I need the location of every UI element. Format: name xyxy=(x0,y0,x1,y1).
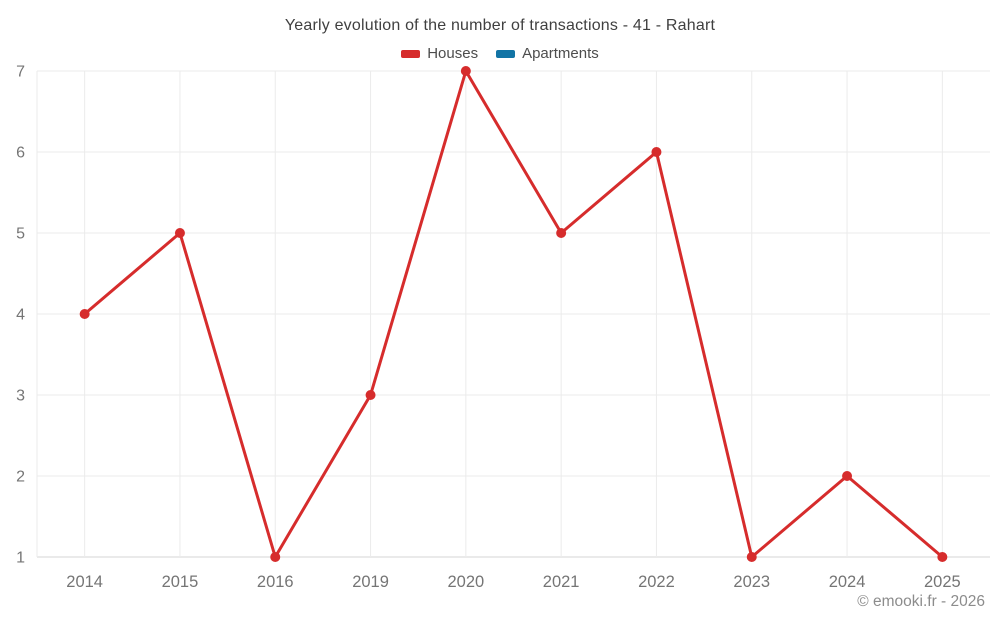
x-tick-label: 2025 xyxy=(924,573,961,591)
y-tick-label: 7 xyxy=(16,64,25,81)
x-tick-label: 2014 xyxy=(66,573,103,591)
x-tick-label: 2015 xyxy=(162,573,199,591)
chart-title: Yearly evolution of the number of transa… xyxy=(284,17,716,34)
x-tick-label: 2024 xyxy=(829,573,866,591)
legend-label-houses: Houses xyxy=(427,45,479,62)
houses-point-2014[interactable] xyxy=(79,309,90,319)
chart-legend: Houses Apartments xyxy=(0,45,1000,62)
houses-point-2023[interactable] xyxy=(746,552,757,562)
houses-point-2020[interactable] xyxy=(460,66,471,76)
x-tick-label: 2023 xyxy=(733,573,770,591)
legend-swatch-houses xyxy=(401,49,421,58)
y-tick-label: 1 xyxy=(16,550,25,567)
x-tick-label: 2021 xyxy=(543,573,580,591)
legend-label-apartments: Apartments xyxy=(522,45,599,62)
houses-point-2019[interactable] xyxy=(365,390,376,400)
y-tick-label: 4 xyxy=(16,307,25,324)
houses-point-2022[interactable] xyxy=(651,147,662,157)
x-tick-label: 2020 xyxy=(447,573,484,591)
legend-swatch-apartments xyxy=(496,49,516,58)
y-tick-label: 5 xyxy=(16,226,25,243)
houses-point-2024[interactable] xyxy=(842,471,853,481)
attribution-link[interactable]: © emooki.fr - 2026 xyxy=(857,593,985,610)
legend-item-houses[interactable]: Houses xyxy=(401,45,478,62)
houses-line xyxy=(83,69,944,559)
houses-point-2016[interactable] xyxy=(270,552,281,562)
houses-point-2025[interactable] xyxy=(937,552,948,562)
y-tick-label: 2 xyxy=(16,469,25,486)
x-tick-label: 2016 xyxy=(257,573,294,591)
x-tick-label: 2019 xyxy=(352,573,389,591)
y-tick-label: 6 xyxy=(16,145,25,162)
houses-point-2021[interactable] xyxy=(556,228,567,238)
chart-svg[interactable]: 1 2 3 4 5 6 7 2014 2015 2016 2019 2020 2021 2022 2023 2… xyxy=(0,60,1000,605)
y-tick-label: 3 xyxy=(16,388,25,405)
x-tick-label: 2022 xyxy=(638,573,675,591)
legend-item-apartments[interactable]: Apartments xyxy=(496,45,599,62)
houses-point-2015[interactable] xyxy=(174,228,185,238)
